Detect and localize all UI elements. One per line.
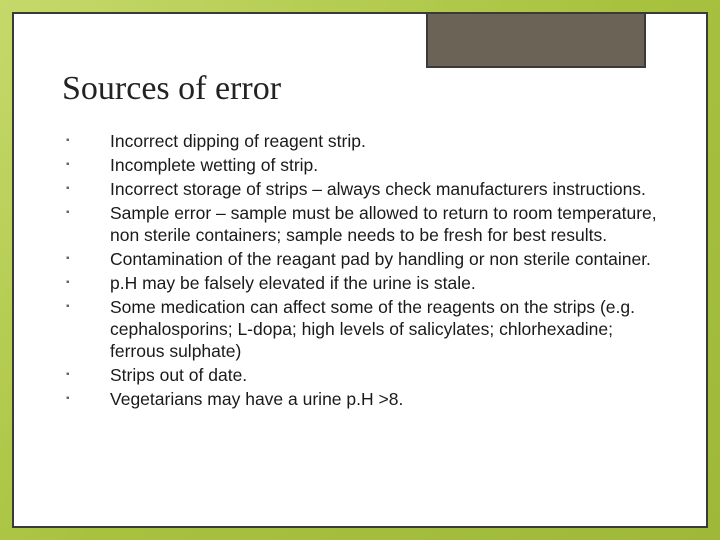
corner-accent-box	[426, 12, 646, 68]
square-bullet-icon: ▪	[62, 272, 110, 294]
bullet-text: Sample error – sample must be allowed to…	[110, 202, 670, 246]
bullet-text: Strips out of date.	[110, 364, 670, 386]
square-bullet-icon: ▪	[62, 296, 110, 318]
list-item: ▪ Contamination of the reagant pad by ha…	[62, 248, 670, 270]
bullet-text: Vegetarians may have a urine p.H >8.	[110, 388, 670, 410]
slide-frame: Sources of error ▪ Incorrect dipping of …	[12, 12, 708, 528]
bullet-list: ▪ Incorrect dipping of reagent strip. ▪ …	[62, 130, 670, 410]
square-bullet-icon: ▪	[62, 248, 110, 270]
list-item: ▪ Sample error – sample must be allowed …	[62, 202, 670, 246]
square-bullet-icon: ▪	[62, 130, 110, 152]
bullet-text: Contamination of the reagant pad by hand…	[110, 248, 670, 270]
bullet-text: Some medication can affect some of the r…	[110, 296, 670, 362]
square-bullet-icon: ▪	[62, 388, 110, 410]
list-item: ▪ Strips out of date.	[62, 364, 670, 386]
slide-title: Sources of error	[62, 70, 670, 108]
square-bullet-icon: ▪	[62, 202, 110, 224]
list-item: ▪ p.H may be falsely elevated if the uri…	[62, 272, 670, 294]
square-bullet-icon: ▪	[62, 178, 110, 200]
list-item: ▪ Vegetarians may have a urine p.H >8.	[62, 388, 670, 410]
bullet-text: Incorrect dipping of reagent strip.	[110, 130, 670, 152]
bullet-text: Incorrect storage of strips – always che…	[110, 178, 670, 200]
square-bullet-icon: ▪	[62, 154, 110, 176]
slide-content: Sources of error ▪ Incorrect dipping of …	[62, 70, 670, 506]
bullet-text: p.H may be falsely elevated if the urine…	[110, 272, 670, 294]
list-item: ▪ Incorrect storage of strips – always c…	[62, 178, 670, 200]
square-bullet-icon: ▪	[62, 364, 110, 386]
list-item: ▪ Incorrect dipping of reagent strip.	[62, 130, 670, 152]
list-item: ▪ Incomplete wetting of strip.	[62, 154, 670, 176]
list-item: ▪ Some medication can affect some of the…	[62, 296, 670, 362]
bullet-text: Incomplete wetting of strip.	[110, 154, 670, 176]
